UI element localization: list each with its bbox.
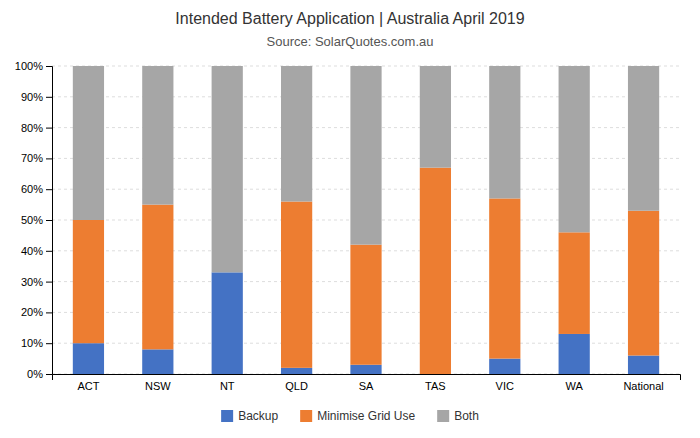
bar-segment [420, 66, 451, 168]
x-tick-label: WA [566, 380, 584, 392]
bar-segment [420, 168, 451, 374]
bar-segment [142, 66, 173, 205]
legend-label: Minimise Grid Use [317, 409, 415, 423]
legend-item: Both [437, 409, 479, 423]
y-tick-label: 20% [21, 306, 43, 318]
x-tick: TAS [425, 380, 446, 392]
x-tick-label: QLD [285, 380, 308, 392]
bar-segment [628, 211, 659, 356]
y-tick-mark [46, 66, 52, 67]
y-tick: 40% [21, 245, 52, 257]
legend-swatch [300, 410, 312, 422]
chart: Intended Battery Application | Australia… [0, 0, 700, 438]
bar-segment [350, 245, 381, 365]
x-tick-label: NSW [145, 380, 171, 392]
x-tick-label: TAS [425, 380, 446, 392]
x-tick-label: ACT [77, 380, 99, 392]
bar-segment [350, 66, 381, 245]
y-tick-mark [46, 374, 52, 375]
y-tick: 90% [21, 91, 52, 103]
x-axis: ACT NSW NT QLD SA TAS VIC WA National [53, 375, 681, 392]
legend: Backup Minimise Grid Use Both [221, 409, 479, 423]
x-tick: NT [220, 380, 235, 392]
y-tick-mark [46, 343, 52, 344]
x-tick-label: National [623, 380, 663, 392]
plot: 0% 10% 20% 30% 40% 50% 60% 70% 80% 90% 100% ACT NSW N… [15, 60, 681, 392]
bar-segment [212, 66, 243, 272]
bar-segment [350, 365, 381, 374]
x-tick: ACT [77, 380, 99, 392]
x-tick-label: NT [220, 380, 235, 392]
x-tick: VIC [496, 380, 514, 392]
legend-item: Minimise Grid Use [300, 409, 415, 423]
y-tick: 50% [21, 214, 52, 226]
grid [52, 66, 680, 374]
y-tick-label: 30% [21, 276, 43, 288]
y-tick-label: 70% [21, 152, 43, 164]
x-tick: National [623, 380, 663, 392]
bar-segment [628, 356, 659, 374]
y-tick-mark [46, 189, 52, 190]
bar-segment [73, 343, 104, 374]
title: Intended Battery Application | Australia… [175, 10, 524, 27]
y-tick-mark [46, 282, 52, 283]
legend-swatch [437, 410, 449, 422]
y-tick-mark [46, 220, 52, 221]
bar-segment [489, 66, 520, 198]
bar-segment [73, 220, 104, 343]
y-tick-label: 80% [21, 122, 43, 134]
bar-segment [489, 359, 520, 374]
bar-segment [212, 272, 243, 374]
bars [73, 66, 659, 374]
y-tick: 70% [21, 152, 52, 164]
bar-segment [281, 368, 312, 374]
y-tick-mark [46, 312, 52, 313]
y-tick: 60% [21, 183, 52, 195]
y-tick-label: 100% [15, 60, 43, 72]
bar-segment [559, 66, 590, 232]
legend-item: Backup [221, 409, 278, 423]
bar-segment [73, 66, 104, 220]
y-tick-label: 90% [21, 91, 43, 103]
x-tick: NSW [145, 380, 171, 392]
y-tick-label: 40% [21, 245, 43, 257]
y-tick-mark [46, 251, 52, 252]
bar-segment [559, 232, 590, 334]
x-tick: QLD [285, 380, 308, 392]
y-tick-mark [46, 97, 52, 98]
x-tick: WA [566, 380, 584, 392]
y-tick: 10% [21, 337, 52, 349]
bar-segment [281, 202, 312, 368]
y-axis: 0% 10% 20% 30% 40% 50% 60% 70% 80% 90% 100% [15, 60, 53, 380]
y-tick-label: 0% [27, 368, 43, 380]
y-tick-label: 10% [21, 337, 43, 349]
bar-segment [628, 66, 659, 211]
y-tick: 0% [27, 368, 52, 380]
y-tick-label: 60% [21, 183, 43, 195]
y-axis-line [46, 67, 53, 375]
x-tick-label: VIC [496, 380, 514, 392]
y-tick: 20% [21, 306, 52, 318]
y-tick-label: 50% [21, 214, 43, 226]
legend-label: Backup [238, 409, 278, 423]
x-tick-label: SA [359, 380, 374, 392]
y-tick-mark [46, 128, 52, 129]
x-tick: SA [359, 380, 374, 392]
y-tick-mark [46, 158, 52, 159]
legend-label: Both [454, 409, 479, 423]
bar-segment [559, 334, 590, 374]
subtitle: Source: SolarQuotes.com.au [267, 34, 434, 49]
y-tick: 100% [15, 60, 52, 72]
bar-segment [489, 198, 520, 358]
y-tick: 80% [21, 122, 52, 134]
legend-swatch [221, 410, 233, 422]
y-tick: 30% [21, 276, 52, 288]
series [73, 66, 659, 272]
bar-segment [142, 349, 173, 374]
bar-segment [281, 66, 312, 202]
bar-segment [142, 205, 173, 350]
